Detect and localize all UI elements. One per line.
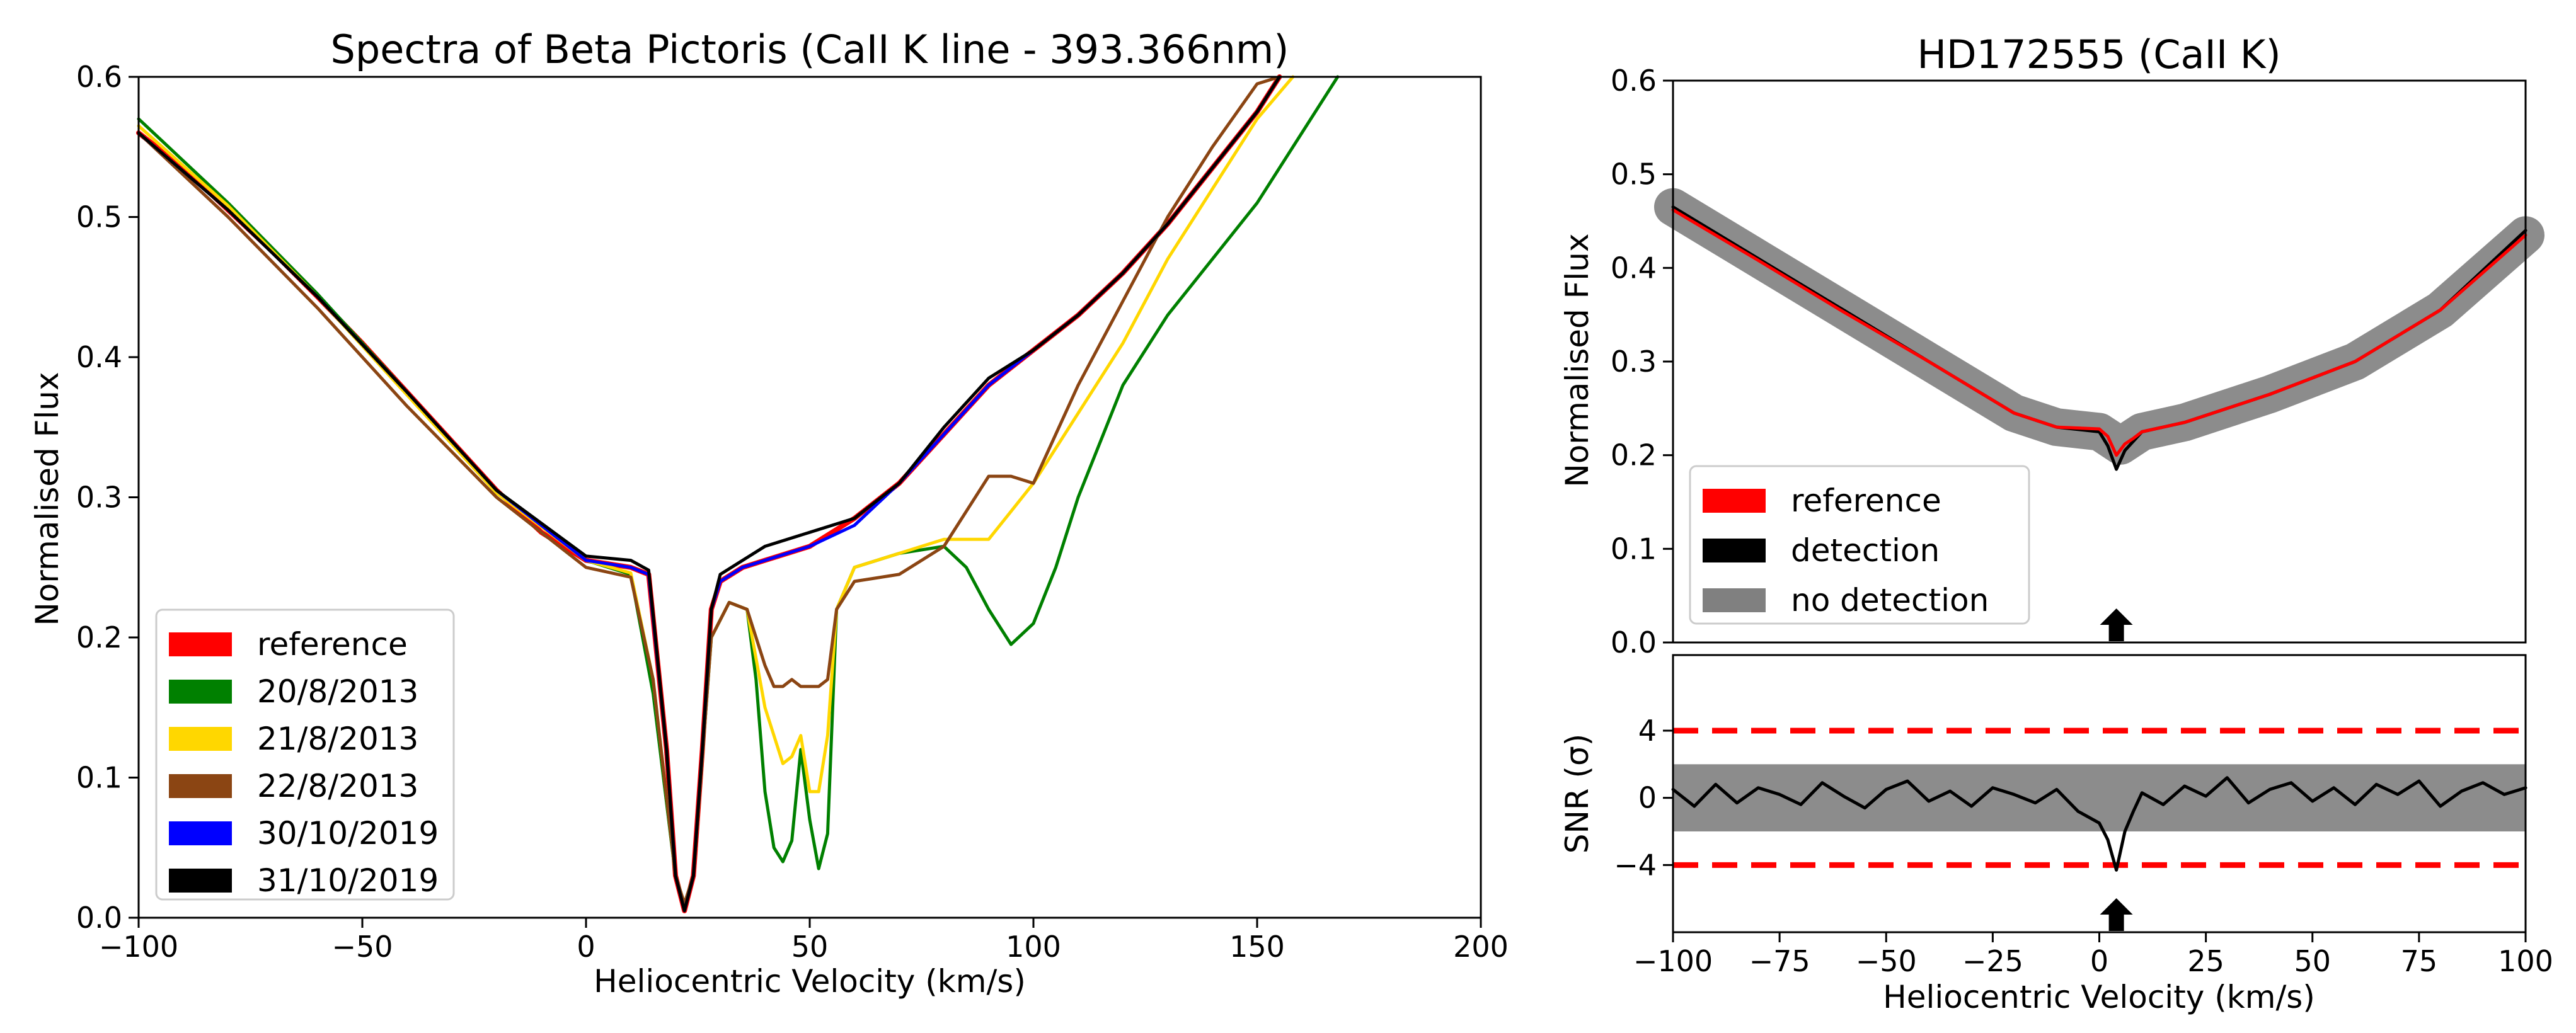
right-top-chart: HD172555 (CaII K) Normalised Flux 0.0 0.1…: [1559, 31, 2544, 659]
right-bottom-chart-ytick-label: −4: [1614, 848, 1657, 882]
left-chart-xtick-label: 0: [577, 930, 595, 964]
legend-label-reference: reference: [257, 626, 408, 663]
left-chart-series-22-8-2013: [137, 75, 1281, 906]
left-chart-ytick-label: 0.0: [76, 901, 122, 935]
right-bottom-chart-noise-band: [1673, 764, 2526, 831]
right-top-chart-ytick-label: 0.5: [1611, 157, 1657, 191]
right-bottom-chart-frame: [1672, 654, 2527, 933]
left-chart-title: Spectra of Beta Pictoris (CaII K line - …: [331, 26, 1289, 72]
legend-label-30-10-2019: 30/10/2019: [257, 815, 439, 852]
right-bottom-chart-ylabel: SNR (σ): [1559, 734, 1596, 853]
left-chart-ytick-label: 0.5: [76, 200, 122, 234]
right-top-chart-ylabel: Normalised Flux: [1559, 233, 1596, 487]
right-top-chart-arrow-icon: [2100, 608, 2133, 641]
left-chart-xtick-label: 150: [1229, 930, 1285, 964]
left-chart-ylabel: Normalised Flux: [29, 372, 66, 625]
left-chart-legend: reference 20/8/2013 21/8/2013 22/8/2013 30/1…: [155, 608, 455, 901]
right-bottom-chart-band-rect: [1673, 764, 2526, 831]
legend-label-21-8-2013: 21/8/2013: [257, 721, 418, 757]
left-chart-xtick-label: 100: [1006, 930, 1061, 964]
left-chart-xtick-label: −50: [331, 930, 393, 964]
right-top-chart-frame: [1672, 79, 2527, 644]
left-chart-series: [136, 74, 1340, 913]
legend-label-reference: reference: [1791, 482, 1941, 519]
right-bottom-chart-thresholds: [1673, 728, 2526, 868]
right-top-chart-series: [1654, 188, 2544, 471]
right-top-chart-ytick-label: 0.6: [1611, 64, 1657, 98]
right-bottom-chart-xtick-label: 100: [2498, 944, 2553, 978]
legend-label-20-8-2013: 20/8/2013: [257, 673, 418, 710]
left-chart-ytick-label: 0.6: [76, 60, 122, 94]
legend-swatch-21-8-2013: [169, 727, 232, 751]
right-bottom-chart-series-snr: [1671, 776, 2527, 872]
left-chart-xtick-label: 200: [1453, 930, 1509, 964]
right-bottom-chart-ytick-label: 0: [1638, 781, 1657, 815]
right-top-chart-ytick-label: 0.4: [1611, 251, 1657, 285]
arrow-up-icon: [2100, 898, 2133, 931]
left-chart-ticks: 0.0 0.1 0.2 0.3 0.4 0.5 0.6 −100 −50 0 50 100 150 200: [76, 60, 1509, 964]
left-chart-series-21-8-2013: [137, 75, 1295, 906]
legend-label-22-8-2013: 22/8/2013: [257, 768, 418, 804]
right-top-chart-ytick-label: 0.3: [1611, 345, 1657, 379]
right-top-chart-legend: reference detection no detection: [1689, 465, 2030, 625]
right-bottom-chart-xtick-label: 0: [2090, 944, 2108, 978]
left-chart-ytick-label: 0.4: [76, 340, 122, 374]
left-chart-frame: [137, 76, 1482, 919]
left-chart-series-31-10-2019: [137, 75, 1281, 913]
right-top-chart-title: HD172555 (CaII K): [1917, 31, 2280, 77]
right-bottom-chart-ytick-label: 4: [1638, 714, 1657, 748]
legend-label-no-detection: no detection: [1791, 582, 1989, 619]
left-chart-ytick-label: 0.2: [76, 620, 122, 654]
right-bottom-chart-series: [1671, 776, 2527, 872]
right-bottom-chart-xtick-label: 75: [2401, 944, 2438, 978]
left-chart: Spectra of Beta Pictoris (CaII K line - …: [29, 26, 1509, 1000]
arrow-up-icon: [2100, 608, 2133, 641]
right-bottom-chart-xtick-label: −50: [1856, 944, 1917, 978]
right-top-chart-series-reference: [1671, 208, 2527, 457]
legend-swatch-no-detection: [1703, 588, 1766, 612]
right-bottom-chart-xtick-label: 50: [2294, 944, 2331, 978]
legend-swatch-30-10-2019: [169, 821, 232, 845]
right-top-chart-series-no-detection: [1654, 188, 2544, 465]
right-top-chart-ytick-label: 0.0: [1611, 625, 1657, 659]
left-chart-ytick-label: 0.1: [76, 761, 122, 795]
right-bottom-chart-xtick-label: −25: [1962, 944, 2023, 978]
right-bottom-chart-xtick-label: −100: [1633, 944, 1713, 978]
right-bottom-chart: SNR (σ) Heliocentric Velocity (km/s) −4 0…: [1559, 654, 2553, 1015]
left-chart-xlabel: Heliocentric Velocity (km/s): [594, 963, 1026, 1000]
right-top-chart-ticks: 0.0 0.1 0.2 0.3 0.4 0.5 0.6: [1611, 64, 1673, 659]
legend-swatch-reference: [1703, 489, 1766, 513]
legend-swatch-20-8-2013: [169, 680, 232, 704]
right-top-chart-ytick-label: 0.2: [1611, 438, 1657, 472]
legend-label-detection: detection: [1791, 532, 1940, 569]
left-chart-xtick-label: 50: [791, 930, 829, 964]
legend-label-31-10-2019: 31/10/2019: [257, 862, 439, 899]
right-bottom-chart-xtick-label: −75: [1749, 944, 1810, 978]
legend-swatch-detection: [1703, 539, 1766, 562]
right-bottom-chart-ticks: −4 0 4 −100 −75 −50 −25 0 25 50 75 100: [1614, 714, 2553, 978]
right-top-chart-ytick-label: 0.1: [1611, 532, 1657, 566]
legend-swatch-reference: [169, 632, 232, 656]
right-bottom-chart-xtick-label: 25: [2187, 944, 2224, 978]
right-bottom-chart-arrow-icon: [2100, 898, 2133, 931]
legend-swatch-22-8-2013: [169, 774, 232, 798]
right-top-chart-legend-frame: [1689, 465, 2030, 625]
left-chart-xtick-label: −100: [99, 930, 178, 964]
right-bottom-chart-xlabel: Heliocentric Velocity (km/s): [1883, 979, 2315, 1015]
left-chart-ytick-label: 0.3: [76, 481, 122, 515]
legend-swatch-31-10-2019: [169, 869, 232, 893]
